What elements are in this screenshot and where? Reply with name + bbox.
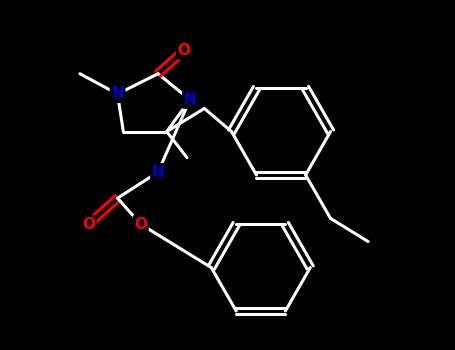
Text: N: N: [183, 92, 196, 107]
Text: N: N: [152, 164, 164, 180]
Text: N: N: [111, 86, 124, 102]
Text: O: O: [134, 217, 147, 232]
Text: O: O: [177, 43, 191, 58]
Text: O: O: [82, 217, 95, 232]
